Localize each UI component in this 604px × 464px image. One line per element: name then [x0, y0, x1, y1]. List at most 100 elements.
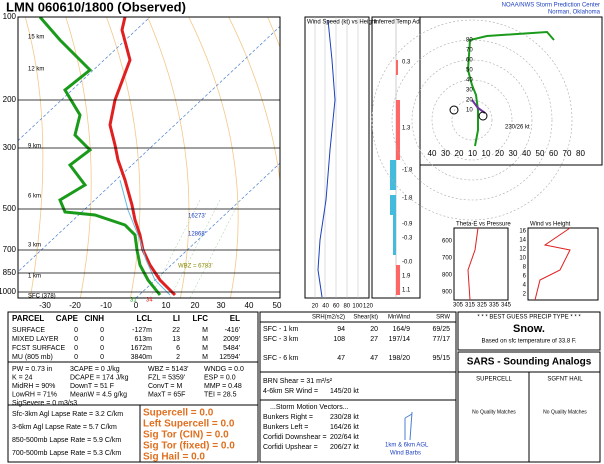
index: FZL = 5359' — [148, 374, 185, 381]
parcel-cell: 6 — [176, 345, 180, 352]
index: WBZ = 5143' — [148, 366, 188, 373]
parcel-cell: 3840m — [131, 354, 153, 361]
wind-grid — [314, 17, 359, 298]
hodo-tick: 10 — [466, 108, 473, 114]
label: 12 — [519, 247, 526, 253]
temp-label: -30 — [39, 301, 51, 310]
label: 305 — [453, 303, 464, 309]
parcel-header: CINH — [84, 314, 104, 323]
annotation: 16273' — [188, 214, 206, 220]
label: 4 — [523, 283, 527, 289]
pressure-label: 850 — [3, 268, 17, 277]
composite: Left Supercell = 0.0 — [143, 419, 235, 430]
wind-chart-title: Wind vs Height — [530, 222, 571, 228]
parcel-cell: -416' — [225, 327, 240, 334]
hodo-tick: 60 — [549, 149, 558, 158]
kin-cell: 197/14 — [389, 336, 411, 343]
pressure-label: 700 — [3, 245, 17, 254]
advection-label: -0.9 — [402, 222, 413, 228]
label: 4-6km SR Wind = — [263, 388, 318, 395]
hodo-tick: 40 — [466, 78, 473, 84]
kin-header: Shear(kt) — [353, 315, 378, 321]
index: MaxT = 65F — [148, 391, 185, 398]
advection-label: 1.3 — [402, 126, 411, 132]
hodo-tick: 60 — [466, 58, 473, 64]
composite: Sig Tor (fixed) = 0.0 — [143, 441, 235, 452]
hodo-tick: 80 — [576, 149, 585, 158]
index: WNDG = 0.0 — [204, 366, 244, 373]
org: NOAA/NWS Storm Prediction Center — [502, 3, 600, 9]
annotation: WBZ = 6783' — [178, 264, 213, 270]
motion: 202/64 kt — [330, 434, 359, 441]
annotation: 34 — [146, 298, 153, 304]
parcel-cell: 1672m — [131, 345, 153, 352]
temp-label: 30 — [217, 301, 226, 310]
advection-bars — [390, 60, 400, 295]
parcel-cell: MIXED LAYER — [12, 336, 59, 343]
index: ConvT = M — [148, 383, 182, 390]
parcel-cell: 2 — [176, 354, 180, 361]
pressure-label: 1000 — [0, 287, 17, 296]
parcel-cell: 0 — [74, 345, 78, 352]
hodo-tick: 70 — [563, 149, 572, 158]
label: * * * BEST GUESS PRECIP TYPE * * * — [477, 315, 581, 321]
index: LowRH = 71% — [12, 391, 57, 398]
wind-panel — [304, 16, 370, 299]
temp-label: 50 — [273, 301, 282, 310]
hodo-tick: 20 — [495, 149, 504, 158]
kin-cell: 69/25 — [432, 326, 450, 333]
label: SARS - Sounding Analogs — [467, 357, 592, 368]
hodo-tick: 40 — [522, 149, 531, 158]
temp-label: -10 — [100, 301, 112, 310]
parcel-cell: -127m — [132, 327, 152, 334]
pressure-label: 500 — [3, 204, 17, 213]
hodo-tick: 50 — [466, 68, 473, 74]
parcel-cell: 0 — [100, 336, 104, 343]
height-label: 6 km — [28, 194, 41, 200]
height-label: 3 km — [28, 243, 41, 249]
lapse-rate: 850-500mb Lapse Rate = 5.9 C/km — [12, 437, 121, 444]
label: 2 — [523, 292, 527, 298]
motion: Bunkers Right = — [263, 414, 313, 421]
kin-cell: SFC - 3 km — [263, 336, 299, 343]
kin-cell: 47 — [370, 355, 378, 362]
parcel-cell: 22 — [172, 327, 180, 334]
hodo-tick: 40 — [428, 149, 437, 158]
kin-header: SRH(m2/s2) — [312, 315, 345, 321]
label: 8 — [523, 265, 527, 271]
label: SGFNT HAIL — [547, 377, 583, 383]
label: No Quality Matches — [543, 409, 587, 415]
annotation: 31 — [130, 298, 137, 304]
parcel-cell: 2009' — [223, 336, 240, 343]
advection-label: -0.3 — [402, 236, 413, 242]
motion: 206/27 kt — [330, 444, 359, 451]
kin-cell: 20 — [370, 326, 378, 333]
height-label: 15 km — [28, 35, 44, 41]
temp-label: 10 — [162, 301, 171, 310]
advection-label: 1.1 — [402, 288, 411, 294]
label: 14 — [519, 238, 526, 244]
hodo-tick: 30 — [509, 149, 518, 158]
index: ESP = 0.0 — [204, 374, 236, 381]
temp-label: 40 — [245, 301, 254, 310]
label: No Quality Matches — [472, 409, 516, 415]
wind-tick: 60 — [333, 304, 340, 310]
wind-tick: 100 — [352, 304, 363, 310]
index: PW = 0.73 in — [12, 366, 52, 373]
kin-header: SRW — [436, 315, 450, 321]
hodograph — [419, 16, 603, 166]
index: MidRH = 90% — [12, 383, 55, 390]
kin-cell: 95/15 — [432, 355, 450, 362]
lapse-rate: 700-500mb Lapse Rate = 5.3 C/km — [12, 450, 121, 457]
label: BRN Shear = 31 m²/s² — [263, 378, 333, 385]
parcel-cell: 0 — [100, 327, 104, 334]
advection-title: Inferred Temp Advection (C/hr) — [374, 20, 456, 26]
pressure-label: 100 — [3, 12, 17, 21]
advection-label: -1.8 — [402, 168, 413, 174]
label: ...Storm Motion Vectors... — [270, 404, 349, 411]
index: 3CAPE = 0 J/kg — [70, 366, 120, 373]
motion: 230/28 kt — [330, 414, 359, 421]
parcel-cell: 0 — [100, 354, 104, 361]
label: 325 — [477, 303, 488, 309]
